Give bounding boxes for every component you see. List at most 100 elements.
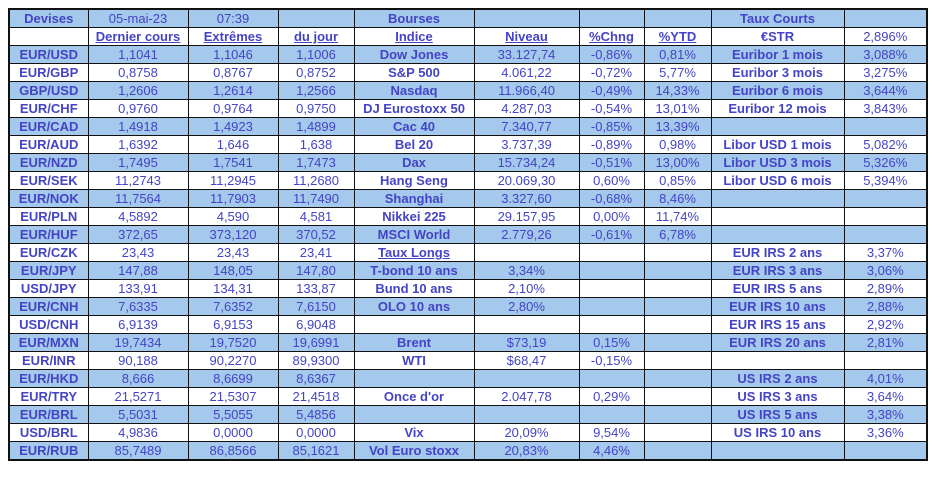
fx-pair-label: EUR/RUB bbox=[8, 441, 89, 461]
index-niveau-value: 11.966,40 bbox=[473, 81, 580, 100]
fx-extremes-value: 5,5055 bbox=[187, 405, 279, 424]
index-label: Brent bbox=[353, 333, 475, 352]
fx-last-value: 1,4918 bbox=[87, 117, 189, 136]
fx-dujour-value: 19,6991 bbox=[277, 333, 355, 352]
rate-label: US IRS 3 ans bbox=[710, 387, 845, 406]
index-label: OLO 10 ans bbox=[353, 297, 475, 316]
rate-label bbox=[710, 207, 845, 226]
table-row: USD/JPY 133,91 134,31 133,87 Bund 10 ans 2,10… bbox=[8, 279, 928, 298]
index-chng-value: -0,86% bbox=[578, 45, 645, 64]
rate-value bbox=[843, 441, 928, 461]
fx-pair-label: USD/CNH bbox=[8, 315, 89, 334]
rate-label bbox=[710, 351, 845, 370]
index-niveau-value: $73,19 bbox=[473, 333, 580, 352]
empty-cell bbox=[643, 8, 712, 28]
index-niveau-value: 33.127,74 bbox=[473, 45, 580, 64]
index-ytd-value: 5,77% bbox=[643, 63, 712, 82]
index-label: Bel 20 bbox=[353, 135, 475, 154]
index-label: Nasdaq bbox=[353, 81, 475, 100]
fx-dujour-value: 133,87 bbox=[277, 279, 355, 298]
index-niveau-value: 3,34% bbox=[473, 261, 580, 280]
index-ytd-value bbox=[643, 243, 712, 262]
table-row: EUR/GBP 0,8758 0,8767 0,8752 S&P 500 4.061,22… bbox=[8, 63, 928, 82]
fx-last-value: 7,6335 bbox=[87, 297, 189, 316]
fx-last-value: 4,9836 bbox=[87, 423, 189, 442]
table-row: USD/BRL 4,9836 0,0000 0,0000 Vix 20,09% 9,54% U… bbox=[8, 423, 928, 442]
column-header-row: Dernier cours Extrêmes du jour Indice Ni… bbox=[8, 27, 928, 46]
fx-dujour-value: 11,2680 bbox=[277, 171, 355, 190]
index-chng-value: -0,68% bbox=[578, 189, 645, 208]
rate-value: 3,275% bbox=[843, 63, 928, 82]
fx-dujour-value: 147,80 bbox=[277, 261, 355, 280]
rate-value bbox=[843, 189, 928, 208]
index-ytd-value: 6,78% bbox=[643, 225, 712, 244]
table-row: EUR/PLN 4,5892 4,590 4,581 Nikkei 225 29.157,… bbox=[8, 207, 928, 226]
fx-dujour-value: 6,9048 bbox=[277, 315, 355, 334]
fx-dujour-value: 0,8752 bbox=[277, 63, 355, 82]
table-row: EUR/RUB 85,7489 86,8566 85,1621 Vol Euro sto… bbox=[8, 441, 928, 461]
fx-dujour-value: 1,7473 bbox=[277, 153, 355, 172]
index-niveau-value bbox=[473, 315, 580, 334]
fx-dujour-value: 11,7490 bbox=[277, 189, 355, 208]
bourses-section-title: Bourses bbox=[353, 8, 475, 28]
empty-cell bbox=[473, 8, 580, 28]
empty-cell bbox=[277, 8, 355, 28]
fx-extremes-value: 6,9153 bbox=[187, 315, 279, 334]
index-niveau-value bbox=[473, 369, 580, 388]
rate-value: 4,01% bbox=[843, 369, 928, 388]
index-niveau-value: 20,09% bbox=[473, 423, 580, 442]
fx-extremes-value: 1,646 bbox=[187, 135, 279, 154]
rate-value bbox=[843, 225, 928, 244]
fx-last-value: 8,666 bbox=[87, 369, 189, 388]
fx-dujour-value: 1,2566 bbox=[277, 81, 355, 100]
fx-pair-label: EUR/CNH bbox=[8, 297, 89, 316]
index-chng-value: -0,89% bbox=[578, 135, 645, 154]
table-row: EUR/CZK 23,43 23,43 23,41 Taux Longs EUR IRS … bbox=[8, 243, 928, 262]
index-niveau-value: 3.737,39 bbox=[473, 135, 580, 154]
fx-last-value: 11,2743 bbox=[87, 171, 189, 190]
index-chng-value bbox=[578, 297, 645, 316]
fx-last-value: 90,188 bbox=[87, 351, 189, 370]
rate-label bbox=[710, 225, 845, 244]
fx-extremes-value: 4,590 bbox=[187, 207, 279, 226]
rate-value: 3,088% bbox=[843, 45, 928, 64]
fx-pair-label: USD/JPY bbox=[8, 279, 89, 298]
rate-label: Libor USD 3 mois bbox=[710, 153, 845, 172]
index-ytd-value bbox=[643, 351, 712, 370]
fx-dujour-value: 4,581 bbox=[277, 207, 355, 226]
rate-label: EUR IRS 5 ans bbox=[710, 279, 845, 298]
fx-extremes-value: 11,7903 bbox=[187, 189, 279, 208]
fx-extremes-value: 0,8767 bbox=[187, 63, 279, 82]
rate-value: 3,843% bbox=[843, 99, 928, 118]
col-header-dernier-cours: Dernier cours bbox=[87, 27, 189, 46]
rate-label: US IRS 10 ans bbox=[710, 423, 845, 442]
rate-label: Libor USD 6 mois bbox=[710, 171, 845, 190]
fx-pair-label: EUR/JPY bbox=[8, 261, 89, 280]
fx-last-value: 1,1041 bbox=[87, 45, 189, 64]
fx-extremes-value: 0,9764 bbox=[187, 99, 279, 118]
fx-pair-label: EUR/PLN bbox=[8, 207, 89, 226]
index-ytd-value bbox=[643, 297, 712, 316]
index-label: Cac 40 bbox=[353, 117, 475, 136]
report-time: 07:39 bbox=[187, 8, 279, 28]
index-label: Dax bbox=[353, 153, 475, 172]
fx-extremes-value: 134,31 bbox=[187, 279, 279, 298]
fx-last-value: 19,7434 bbox=[87, 333, 189, 352]
fx-pair-label: GBP/USD bbox=[8, 81, 89, 100]
index-label bbox=[353, 315, 475, 334]
rate-value: 2,92% bbox=[843, 315, 928, 334]
index-ytd-value: 13,01% bbox=[643, 99, 712, 118]
col-header-extremes: Extrêmes bbox=[187, 27, 279, 46]
estr-value: 2,896% bbox=[843, 27, 928, 46]
rate-value: 3,36% bbox=[843, 423, 928, 442]
fx-pair-label: EUR/GBP bbox=[8, 63, 89, 82]
rate-label: Libor USD 1 mois bbox=[710, 135, 845, 154]
rate-label: Euribor 3 mois bbox=[710, 63, 845, 82]
index-label: Hang Seng bbox=[353, 171, 475, 190]
index-ytd-value: 14,33% bbox=[643, 81, 712, 100]
rate-value: 5,326% bbox=[843, 153, 928, 172]
index-chng-value: -0,85% bbox=[578, 117, 645, 136]
index-ytd-value bbox=[643, 279, 712, 298]
empty-cell bbox=[843, 8, 928, 28]
index-ytd-value: 0,98% bbox=[643, 135, 712, 154]
